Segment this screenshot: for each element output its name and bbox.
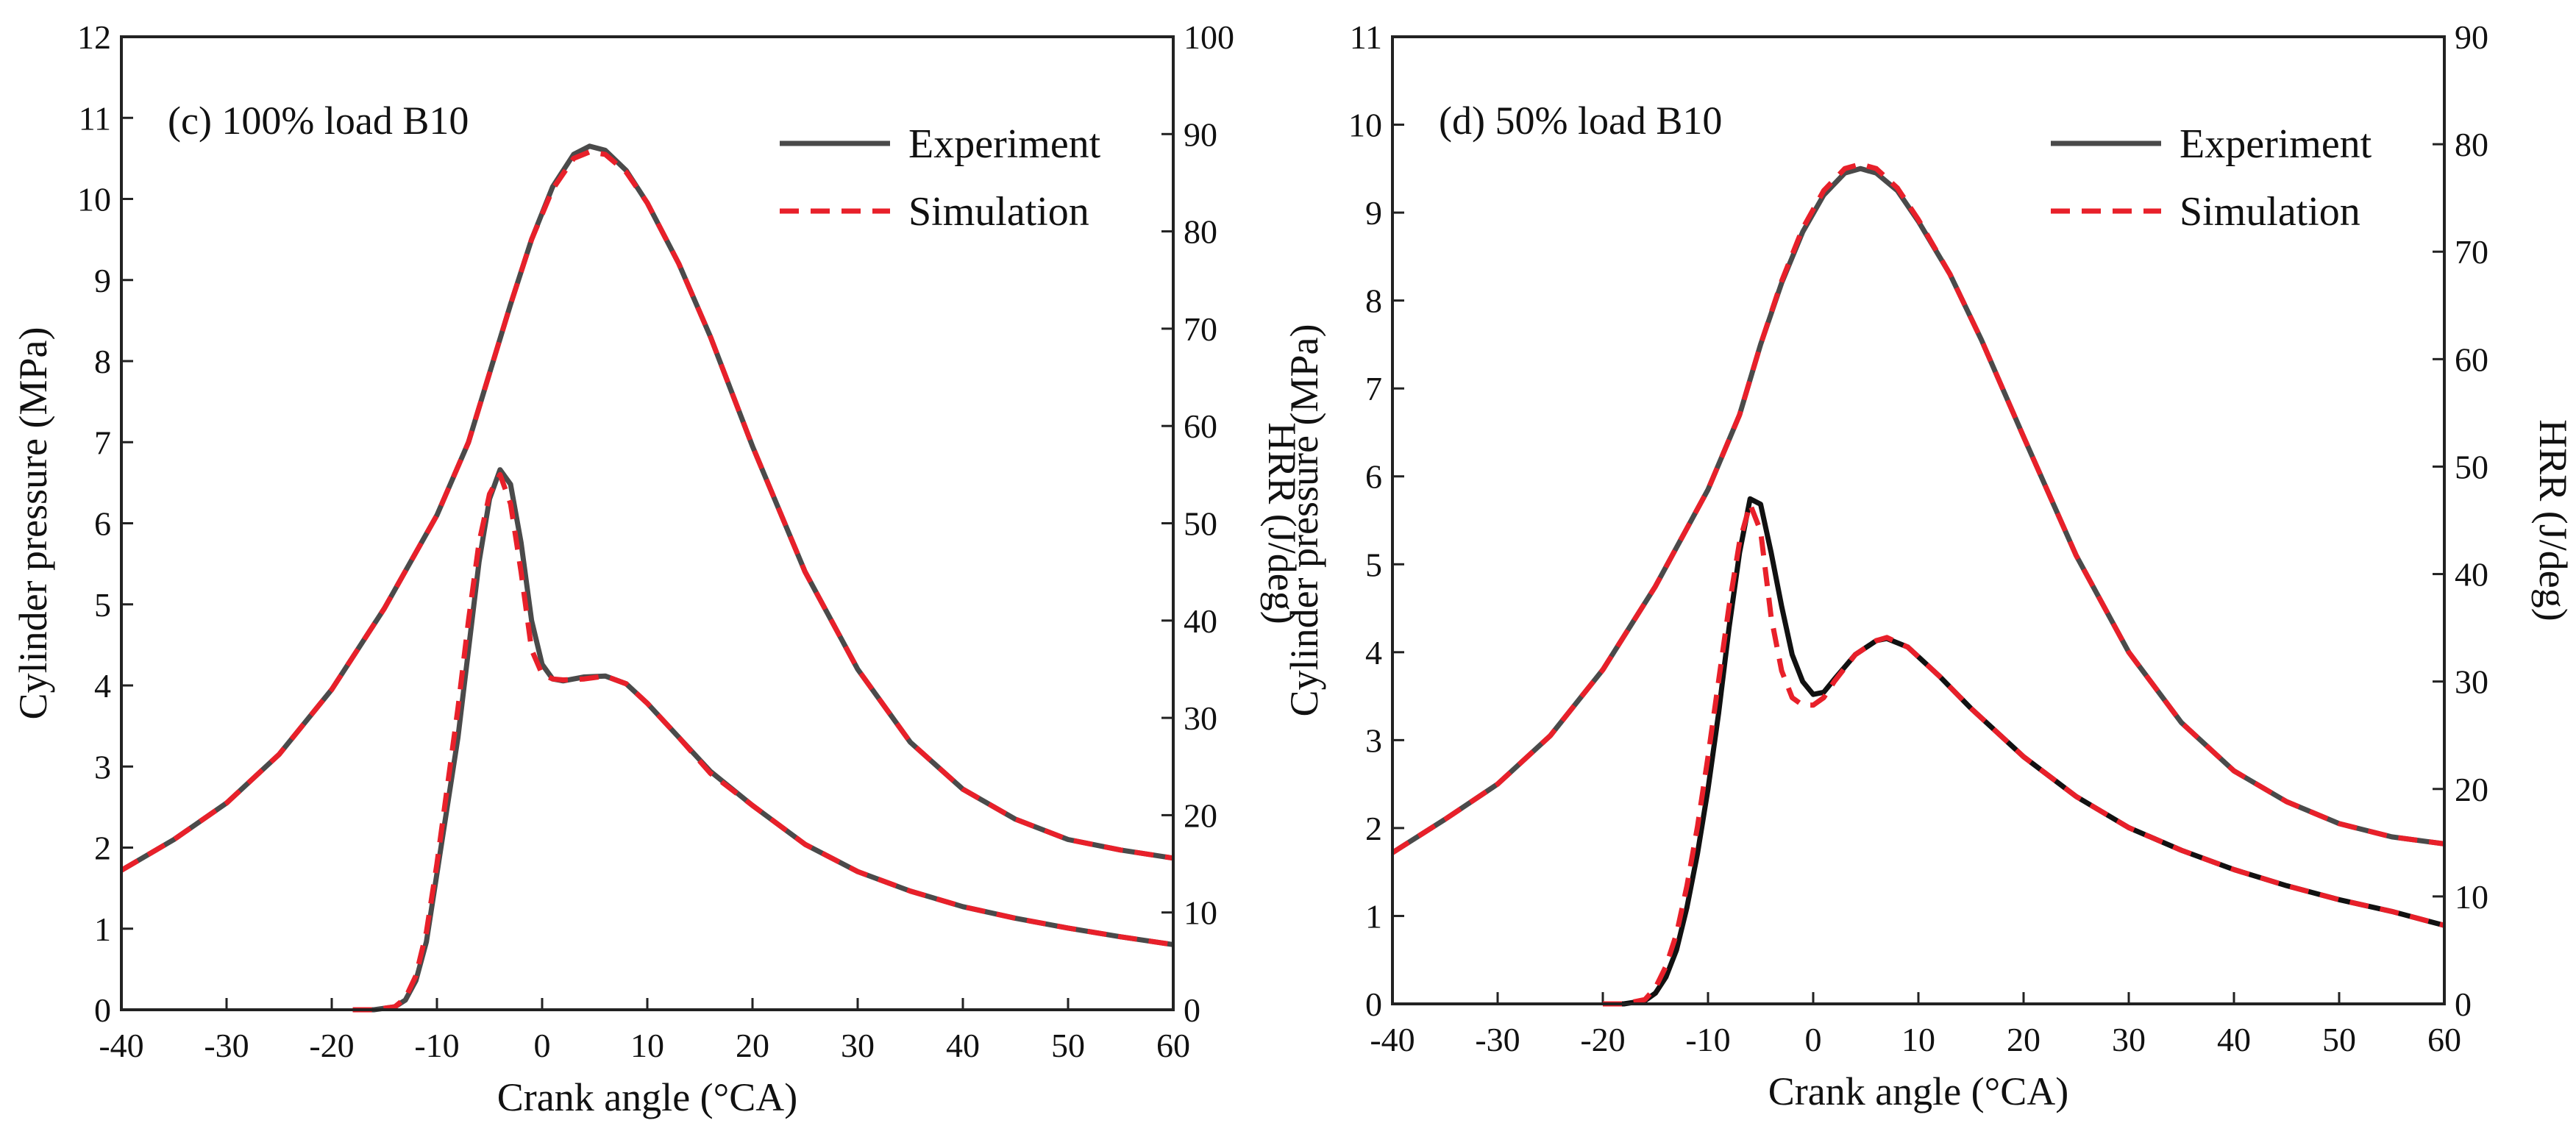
y-tick-label: 6 <box>1365 458 1382 496</box>
y-tick-label: 10 <box>1348 107 1382 144</box>
y-tick-label: 8 <box>1365 282 1382 320</box>
y-tick-label: 5 <box>1365 546 1382 583</box>
x-tick-label: 0 <box>534 1027 551 1064</box>
x-tick-label: -10 <box>414 1027 459 1064</box>
y-tick-label: 0 <box>94 991 111 1029</box>
experiment-hrr-line <box>1603 496 2445 1007</box>
x-tick-label: -30 <box>204 1027 249 1064</box>
y2-tick-label: 0 <box>2455 985 2472 1023</box>
y2-tick-label: 50 <box>1184 505 1217 543</box>
y-tick-label: 1 <box>1365 897 1382 935</box>
simulation-hrr-line <box>352 471 1174 1013</box>
y2-tick-label: 90 <box>1184 115 1217 153</box>
y2-tick-label: 40 <box>1184 602 1217 640</box>
x-tick-label: 20 <box>2007 1021 2040 1058</box>
panel-d: -40 -30 -20 -10 0 10 20 30 40 50 60012345678910110… <box>1282 18 2575 1113</box>
x-tick-label: 30 <box>2112 1021 2146 1058</box>
y2-tick-label: 30 <box>2455 663 2488 701</box>
x-tick-label: -20 <box>1580 1021 1625 1058</box>
y-tick-label: 9 <box>1365 194 1382 232</box>
x-tick-label: 10 <box>630 1027 664 1064</box>
x-tick-label: 30 <box>841 1027 875 1064</box>
legend-label-experiment: Experiment <box>2180 121 2372 167</box>
simulation-hrr-line <box>1603 502 2445 1007</box>
y-tick-label: 11 <box>1350 18 1382 56</box>
x-tick-label: -40 <box>99 1027 143 1064</box>
y-tick-label: 5 <box>94 586 111 624</box>
y-tick-label: 3 <box>1365 721 1382 759</box>
y2-tick-label: 0 <box>1184 991 1200 1029</box>
y-tick-label: 2 <box>94 830 111 867</box>
legend-label-simulation: Simulation <box>908 189 1089 235</box>
y-tick-label: 3 <box>94 748 111 785</box>
legend-label-simulation: Simulation <box>2180 189 2360 235</box>
y-tick-label: 7 <box>1365 370 1382 407</box>
y-tick-label: 0 <box>1365 985 1382 1023</box>
x-axis-title: Crank angle (°CA) <box>1768 1069 2068 1113</box>
y-tick-label: 4 <box>94 667 111 705</box>
y-tick-label: 10 <box>77 181 111 218</box>
x-tick-label: 50 <box>1051 1027 1085 1064</box>
y2-tick-label: 100 <box>1184 18 1234 56</box>
y2-tick-label: 60 <box>2455 341 2488 378</box>
x-tick-label: -40 <box>1370 1021 1415 1058</box>
panel-label: (c) 100% load B10 <box>168 99 469 143</box>
y2-tick-label: 60 <box>1184 407 1217 445</box>
plot-frame <box>120 35 1175 1011</box>
x-tick-label: 40 <box>946 1027 980 1064</box>
y-tick-label: 8 <box>94 343 111 380</box>
y2-tick-label: 80 <box>2455 126 2488 163</box>
y-tick-label: 12 <box>77 18 111 56</box>
simulation-pressure-line <box>1391 161 2445 855</box>
legend-label-experiment: Experiment <box>908 121 1101 167</box>
simulation-pressure-line <box>120 149 1174 873</box>
experiment-pressure-line <box>120 143 1174 873</box>
y-tick-label: 4 <box>1365 634 1382 671</box>
y-tick-label: 9 <box>94 262 111 299</box>
panel-c: -40 -30 -20 -10 0 10 20 30 40 50 60012345678910111… <box>11 18 1304 1119</box>
x-tick-label: 60 <box>1156 1027 1190 1064</box>
y2-axis-title: HRR (J/deg) <box>2531 419 2575 621</box>
y-tick-label: 1 <box>94 910 111 948</box>
x-tick-label: 60 <box>2427 1021 2461 1058</box>
y2-tick-label: 20 <box>2455 771 2488 808</box>
y-axis-title: Cylinder pressure (MPa) <box>11 327 55 720</box>
y-tick-label: 7 <box>94 424 111 461</box>
y2-tick-label: 10 <box>2455 878 2488 916</box>
x-tick-label: 40 <box>2217 1021 2251 1058</box>
plot-frame <box>1391 35 2446 1005</box>
y2-tick-label: 70 <box>2455 233 2488 271</box>
y2-tick-label: 10 <box>1184 894 1217 932</box>
y-tick-label: 11 <box>79 99 111 137</box>
x-tick-label: 50 <box>2322 1021 2356 1058</box>
x-tick-label: -20 <box>309 1027 354 1064</box>
x-tick-label: -10 <box>1685 1021 1730 1058</box>
y2-tick-label: 70 <box>1184 310 1217 348</box>
y-tick-label: 6 <box>94 505 111 543</box>
y2-tick-label: 40 <box>2455 556 2488 594</box>
y2-axis-title: HRR (J/deg) <box>1260 422 1304 624</box>
y-axis-title: Cylinder pressure (MPa) <box>1282 324 1326 717</box>
y2-tick-label: 90 <box>2455 18 2488 56</box>
experiment-pressure-line <box>1391 165 2445 855</box>
y2-tick-label: 20 <box>1184 796 1217 834</box>
y2-tick-label: 30 <box>1184 699 1217 737</box>
x-tick-label: 10 <box>1901 1021 1935 1058</box>
x-axis-title: Crank angle (°CA) <box>497 1075 797 1119</box>
x-tick-label: 20 <box>736 1027 769 1064</box>
y2-tick-label: 80 <box>1184 213 1217 251</box>
y-tick-label: 2 <box>1365 810 1382 847</box>
y2-tick-label: 50 <box>2455 448 2488 485</box>
panel-label: (d) 50% load B10 <box>1439 99 1722 143</box>
x-tick-label: -30 <box>1475 1021 1520 1058</box>
x-tick-label: 0 <box>1805 1021 1822 1058</box>
